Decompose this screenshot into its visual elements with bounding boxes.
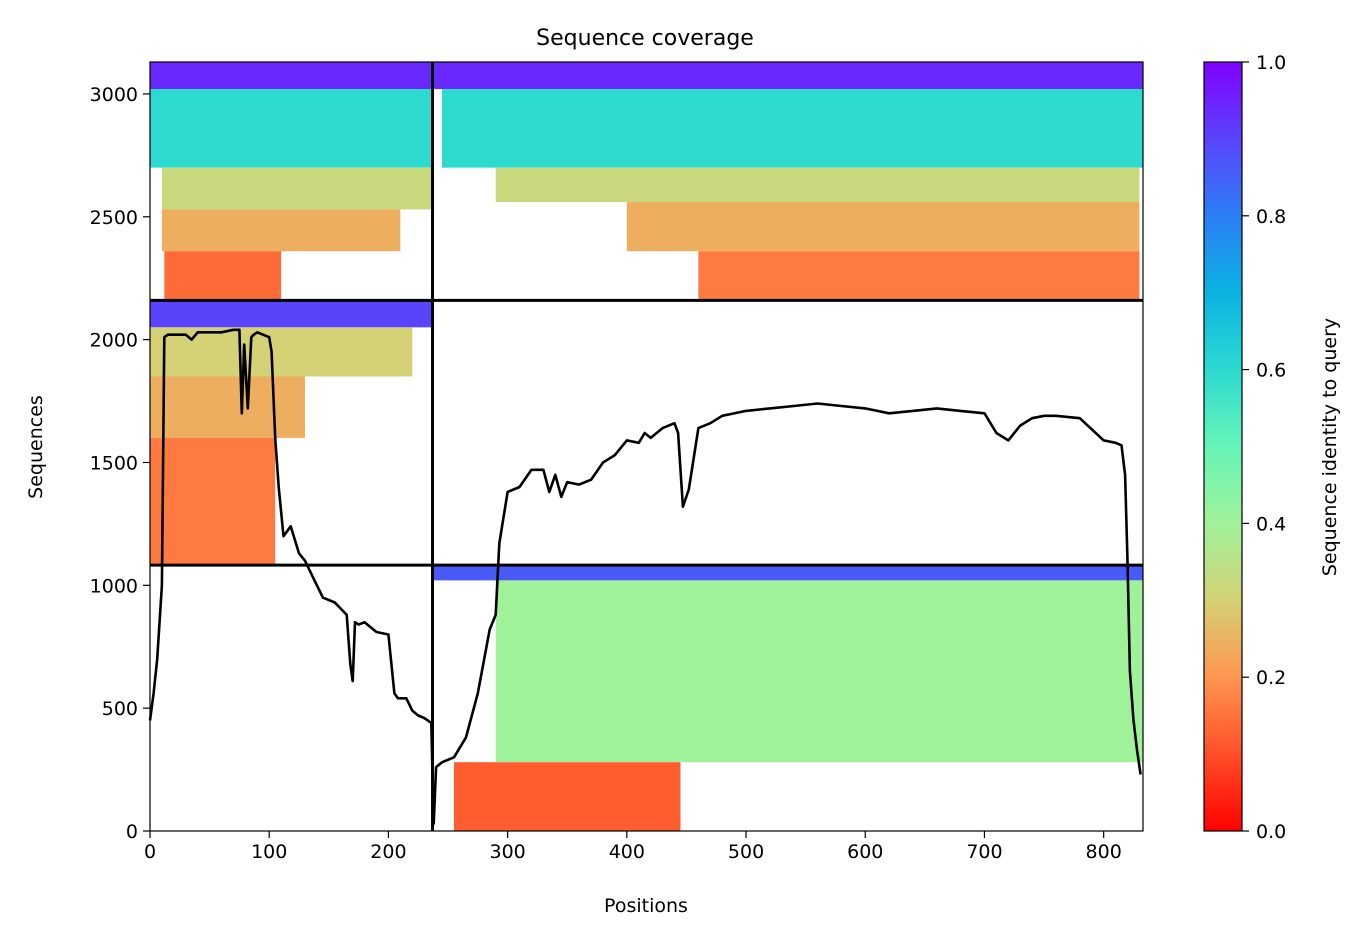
x-tick-label: 500 [728, 841, 764, 863]
x-tick-label: 600 [847, 841, 883, 863]
coverage-line [148, 328, 1142, 825]
colorbar-tick-label: 0.0 [1256, 821, 1286, 843]
coverage-block [161, 167, 433, 210]
coverage-block [495, 167, 1140, 203]
y-axis-ticks: 0 500 1000 1500 2000 2500 3000 [90, 84, 150, 843]
colorbar-tick-label: 0.4 [1256, 513, 1286, 535]
x-tick-label: 800 [1086, 841, 1122, 863]
coverage-block [626, 202, 1140, 252]
colorbar: 0.0 0.2 0.4 0.6 0.8 1.0 Sequence identity to … [1203, 52, 1341, 843]
x-tick-label: 400 [609, 841, 645, 863]
coverage-block [442, 89, 1143, 168]
coverage-block [432, 565, 1143, 581]
coverage-block [453, 762, 681, 831]
coverage-block [150, 376, 305, 438]
colorbar-tick-label: 0.6 [1256, 360, 1286, 382]
x-tick-label: 700 [966, 841, 1002, 863]
coverage-block [698, 251, 1140, 301]
y-axis-label: Sequences [25, 395, 47, 499]
y-tick-label: 0 [126, 821, 138, 843]
y-tick-label: 2000 [90, 330, 138, 352]
domain-boundaries [150, 62, 1143, 831]
colorbar-tick-label: 0.8 [1256, 206, 1286, 228]
coverage-block [150, 89, 433, 168]
x-axis-ticks: 0 100 200 300 400 500 600 700 800 [144, 831, 1122, 863]
coverage-block [150, 327, 413, 377]
y-tick-label: 1500 [90, 452, 138, 474]
coverage-block [150, 62, 433, 90]
colorbar-ticks: 0.0 0.2 0.4 0.6 0.8 1.0 [1242, 52, 1286, 843]
coverage-blocks [150, 62, 1143, 831]
x-tick-label: 300 [489, 841, 525, 863]
chart-title: Sequence coverage [536, 26, 754, 51]
colorbar-tick-label: 0.2 [1256, 667, 1286, 689]
coverage-block [432, 62, 1143, 90]
colorbar-label: Sequence identity to query [1319, 318, 1341, 576]
coverage-block [150, 437, 276, 566]
coverage-block [150, 300, 433, 328]
x-tick-label: 200 [370, 841, 406, 863]
colorbar-tick-label: 1.0 [1256, 52, 1286, 74]
y-tick-label: 2500 [90, 207, 138, 229]
coverage-block [164, 251, 282, 301]
y-tick-label: 3000 [90, 84, 138, 106]
plot-frame [149, 61, 1144, 832]
x-tick-label: 0 [144, 841, 156, 863]
coverage-block [161, 209, 401, 252]
x-tick-label: 100 [251, 841, 287, 863]
coverage-block [495, 580, 1143, 763]
colorbar-gradient [1203, 61, 1243, 832]
x-axis-label: Positions [604, 895, 688, 917]
plot-area [148, 61, 1144, 832]
y-tick-label: 500 [102, 698, 138, 720]
y-tick-label: 1000 [90, 575, 138, 597]
